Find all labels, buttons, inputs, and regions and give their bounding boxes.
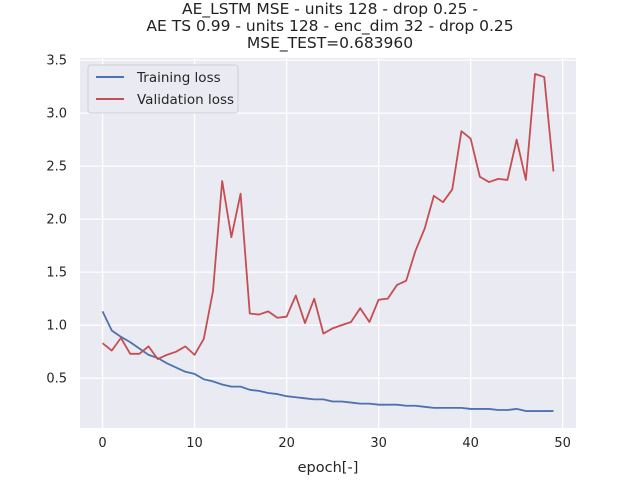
chart-title: AE_LSTM MSE - units 128 - drop 0.25 - AE… [146, 0, 513, 53]
y-tick-label: 0.5 [46, 372, 67, 387]
legend-label-validation-loss: Validation loss [137, 92, 234, 108]
x-tick-label: 20 [278, 436, 295, 451]
y-tick-label: 2.5 [46, 160, 67, 175]
title-line-2: AE TS 0.99 - units 128 - enc_dim 32 - dr… [146, 17, 513, 36]
series-line-validation-loss [101, 73, 555, 360]
x-tick-label: 10 [186, 436, 203, 451]
title-line-3: MSE_TEST=0.683960 [247, 34, 413, 53]
y-tick-labels: 0.5 1.0 1.5 2.0 2.5 3.0 3.5 [46, 54, 67, 387]
y-tick-label: 1.5 [46, 266, 67, 281]
x-tick-label: 30 [370, 436, 387, 451]
y-tick-label: 3.0 [46, 107, 67, 122]
y-tick-label: 2.0 [46, 213, 67, 228]
series-layer [101, 73, 555, 412]
x-tick-label: 0 [98, 436, 106, 451]
legend: Training loss Validation loss [87, 64, 239, 114]
x-axis-label: epoch[-] [298, 460, 359, 476]
title-line-1: AE_LSTM MSE - units 128 - drop 0.25 - [182, 0, 478, 19]
series-line-training-loss [101, 310, 554, 412]
plot-area [80, 58, 576, 428]
y-tick-label: 3.5 [46, 54, 67, 69]
x-tick-label: 50 [554, 436, 571, 451]
legend-box [87, 64, 239, 114]
x-tick-label: 40 [462, 436, 479, 451]
y-tick-label: 1.0 [46, 319, 67, 334]
x-tick-labels: 0 10 20 30 40 50 [98, 436, 571, 451]
legend-label-training-loss: Training loss [136, 70, 221, 86]
